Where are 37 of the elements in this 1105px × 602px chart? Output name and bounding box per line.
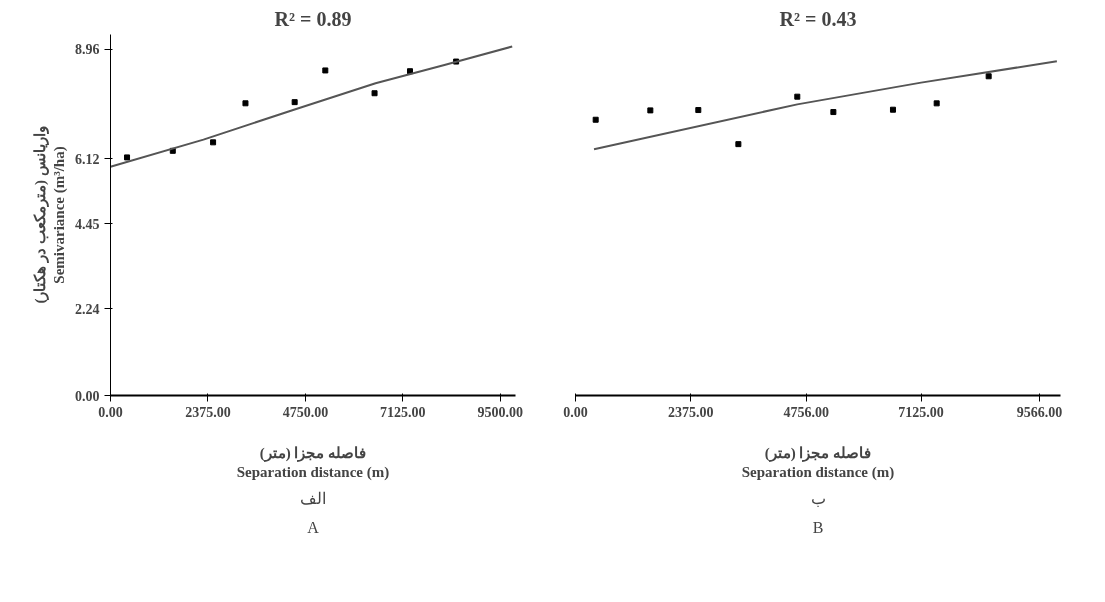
x-tick-label: 4750.00: [282, 404, 329, 420]
x-tick-label: 0.00: [563, 404, 588, 420]
point: [933, 100, 940, 107]
y-tick-label: 4.45: [75, 216, 100, 232]
x-tick-label: 7125.00: [380, 404, 426, 420]
point: [794, 93, 801, 100]
point: [695, 107, 702, 114]
x-tick-label: 9500.00: [477, 404, 524, 420]
point: [830, 109, 837, 116]
point: [735, 141, 742, 148]
y-tick-label: 2.24: [75, 301, 100, 317]
x-tick-label: 7125.00: [898, 404, 944, 420]
text: A: [307, 518, 320, 536]
point: [592, 116, 599, 123]
point: [985, 73, 992, 80]
point: [242, 100, 249, 107]
x-tick-label: 2375.00: [185, 404, 231, 420]
y-tick-label: 6.12: [75, 151, 100, 167]
point: [647, 107, 654, 114]
point: [291, 99, 298, 106]
point: [210, 139, 217, 146]
point: [124, 154, 131, 161]
text: ب: [810, 489, 826, 507]
chart-title: R² = 0.43: [779, 7, 857, 30]
line-series: [110, 45, 514, 168]
point: [889, 106, 896, 113]
x-tick-label: 2375.00: [667, 404, 714, 420]
y-tick-label: 0.00: [75, 388, 100, 404]
x-tick-label: 4756.00: [783, 404, 829, 420]
point: [322, 67, 329, 74]
chart-title: R² = 0.89: [274, 7, 352, 30]
y-tick-label: 8.96: [75, 42, 100, 58]
text: الف: [300, 489, 326, 507]
point: [371, 90, 378, 97]
x-tick-label: 0.00: [98, 404, 123, 420]
text: B: [812, 518, 824, 536]
x-tick-label: 9566.00: [1016, 404, 1063, 420]
